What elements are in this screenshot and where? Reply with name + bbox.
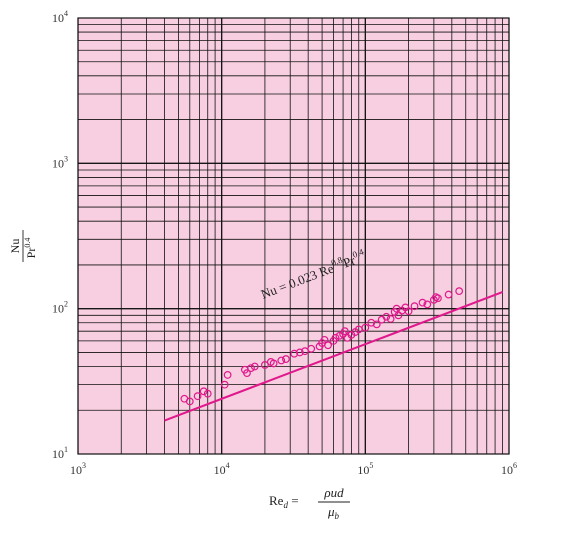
x-axis-label-numerator: ρud bbox=[323, 485, 344, 500]
data-point bbox=[382, 312, 391, 321]
data-point bbox=[335, 331, 344, 340]
x-tick-labels: 103 104 105 106 bbox=[70, 461, 517, 477]
data-point bbox=[199, 387, 208, 396]
grid bbox=[77, 17, 510, 455]
data-point bbox=[277, 356, 286, 365]
data-point bbox=[261, 361, 269, 369]
data-point bbox=[247, 364, 255, 372]
data-point bbox=[203, 389, 212, 398]
y-tick-labels: 101 102 103 104 bbox=[52, 9, 68, 461]
data-point bbox=[386, 315, 395, 323]
data-point bbox=[269, 359, 278, 368]
data-point bbox=[220, 380, 229, 389]
x-axis-label-denominator: μb bbox=[327, 504, 340, 521]
data-point bbox=[193, 392, 202, 401]
data-point bbox=[223, 371, 232, 379]
y-tick-label: 101 bbox=[52, 445, 68, 461]
data-point bbox=[185, 397, 194, 406]
data-point bbox=[367, 318, 376, 327]
data-point bbox=[340, 327, 349, 336]
data-point bbox=[307, 344, 316, 353]
data-point bbox=[290, 349, 299, 358]
x-tick-label: 103 bbox=[70, 461, 86, 477]
data-point bbox=[320, 335, 329, 344]
data-point bbox=[455, 287, 464, 296]
data-point bbox=[282, 355, 290, 363]
y-tick-label: 103 bbox=[52, 154, 68, 170]
data-point bbox=[423, 300, 432, 309]
fit-line bbox=[164, 291, 503, 422]
data-point bbox=[324, 341, 332, 350]
data-point bbox=[295, 348, 304, 357]
y-axis-label: Nu Pr0.4 bbox=[8, 230, 38, 262]
y-axis-label-denominator: Pr0.4 bbox=[23, 238, 38, 259]
data-point bbox=[331, 333, 340, 342]
data-point bbox=[243, 369, 251, 378]
data-point bbox=[434, 294, 442, 303]
x-tick-label: 106 bbox=[501, 461, 517, 477]
y-axis-label-exponent: 0.4 bbox=[23, 238, 32, 248]
data-point bbox=[444, 290, 453, 299]
data-points bbox=[180, 287, 464, 406]
plot-frame bbox=[77, 17, 510, 455]
data-point bbox=[404, 307, 413, 316]
y-tick-label: 102 bbox=[52, 300, 68, 316]
x-tick-label: 104 bbox=[214, 461, 230, 477]
data-point bbox=[250, 362, 259, 371]
x-tick-label: 105 bbox=[357, 461, 373, 477]
plot-background bbox=[78, 18, 509, 454]
y-axis-label-numerator: Nu bbox=[8, 239, 22, 254]
data-point bbox=[361, 323, 370, 332]
y-tick-label: 104 bbox=[52, 9, 68, 25]
x-axis-label: Red = ρud μb bbox=[269, 485, 350, 521]
data-point bbox=[418, 298, 427, 307]
data-point bbox=[372, 320, 381, 329]
x-axis-label-lhs: Red = bbox=[269, 493, 299, 510]
data-point bbox=[410, 302, 419, 311]
